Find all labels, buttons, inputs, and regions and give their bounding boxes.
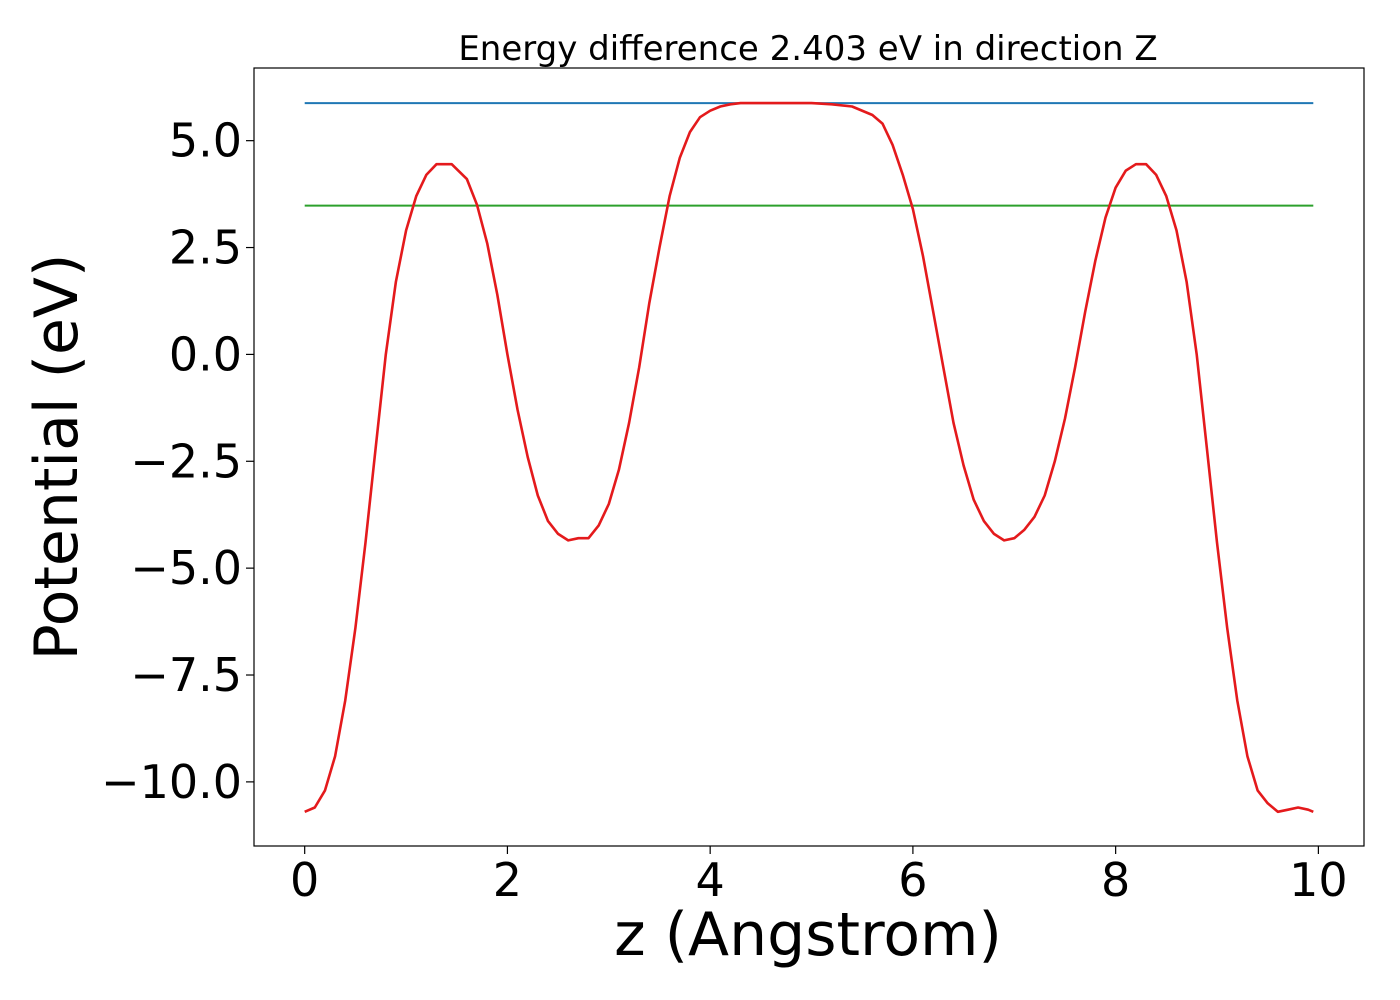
axes-frame — [253, 67, 1365, 847]
y-tick-label: −5.0 — [130, 541, 242, 595]
x-tick-label: 10 — [1289, 853, 1348, 907]
x-tick-label: 4 — [696, 853, 725, 907]
y-tick-label: −2.5 — [130, 434, 242, 488]
y-axis-ticks: 5.0 2.5 0.0 −2.5 −5.0 −7.5 −10.0 — [101, 114, 254, 809]
y-tick-label: 2.5 — [169, 221, 242, 275]
y-tick-label: −10.0 — [101, 755, 242, 809]
y-tick-label: −7.5 — [130, 648, 242, 702]
x-axis-label: z (Angstrom) — [614, 900, 1002, 970]
y-tick-label: 0.0 — [169, 327, 242, 381]
x-axis-ticks: 0 2 4 6 8 10 — [290, 846, 1348, 907]
y-axis-label: Potential (eV) — [22, 254, 92, 661]
x-tick-label: 2 — [493, 853, 522, 907]
x-tick-label: 8 — [1101, 853, 1130, 907]
chart-title: Energy difference 2.403 eV in direction … — [458, 29, 1157, 69]
x-tick-label: 6 — [898, 853, 927, 907]
x-tick-label: 0 — [290, 853, 319, 907]
y-tick-label: 5.0 — [169, 114, 242, 168]
series-line-3 — [304, 101, 1314, 814]
plot-area — [304, 101, 1314, 814]
